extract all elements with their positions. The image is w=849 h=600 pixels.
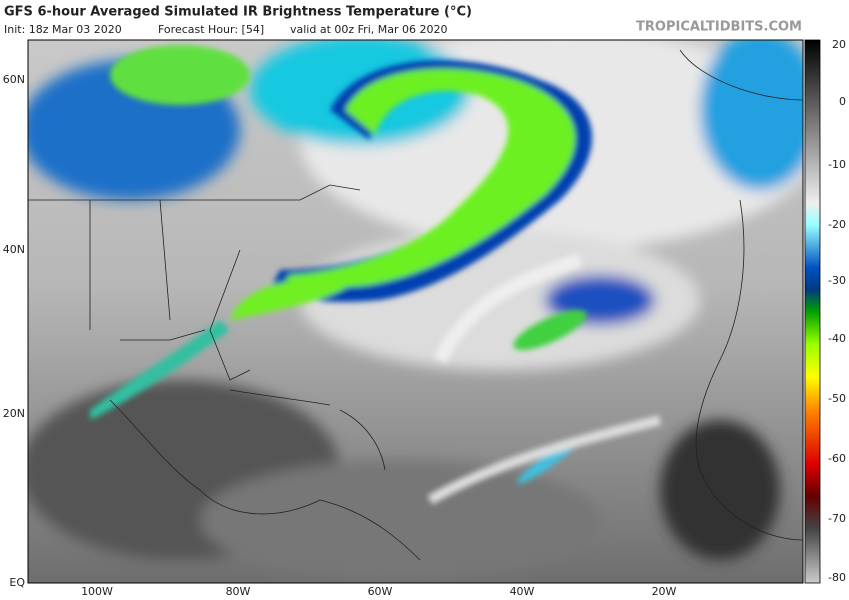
colorbar-label: -10 — [828, 158, 846, 171]
title: GFS 6-hour Averaged Simulated IR Brightn… — [4, 5, 472, 20]
colorbar-label: -60 — [828, 452, 846, 465]
colorbar-label: -80 — [828, 571, 846, 584]
valid-time: valid at 00z Fri, Mar 06 2020 — [290, 23, 448, 36]
colorbar-label: -70 — [828, 512, 846, 525]
colorbar — [804, 39, 821, 584]
lon-label: 40W — [510, 585, 535, 598]
forecast-hour: Forecast Hour: [54] — [158, 23, 264, 36]
lon-label: 20W — [652, 585, 677, 598]
colorbar-label: -50 — [828, 392, 846, 405]
lat-label: 60N — [3, 73, 25, 86]
lat-label: EQ — [9, 576, 25, 589]
colorbar-label: 0 — [839, 95, 846, 108]
site-name: TROPICALTIDBITS.COM — [636, 20, 802, 35]
colorbar-label: 20 — [832, 38, 846, 51]
coastlines — [28, 49, 803, 561]
lon-label: 100W — [81, 585, 113, 598]
lat-label: 20N — [3, 407, 25, 420]
colorbar-label: -20 — [828, 218, 846, 231]
lon-label: 80W — [226, 585, 251, 598]
lon-label: 60W — [368, 585, 393, 598]
satellite-image — [28, 40, 803, 583]
colorbar-label: -30 — [828, 274, 846, 287]
lat-label: 40N — [3, 243, 25, 256]
init-time: Init: 18z Mar 03 2020 — [4, 23, 122, 36]
map-frame — [27, 39, 804, 584]
colorbar-label: -40 — [828, 332, 846, 345]
